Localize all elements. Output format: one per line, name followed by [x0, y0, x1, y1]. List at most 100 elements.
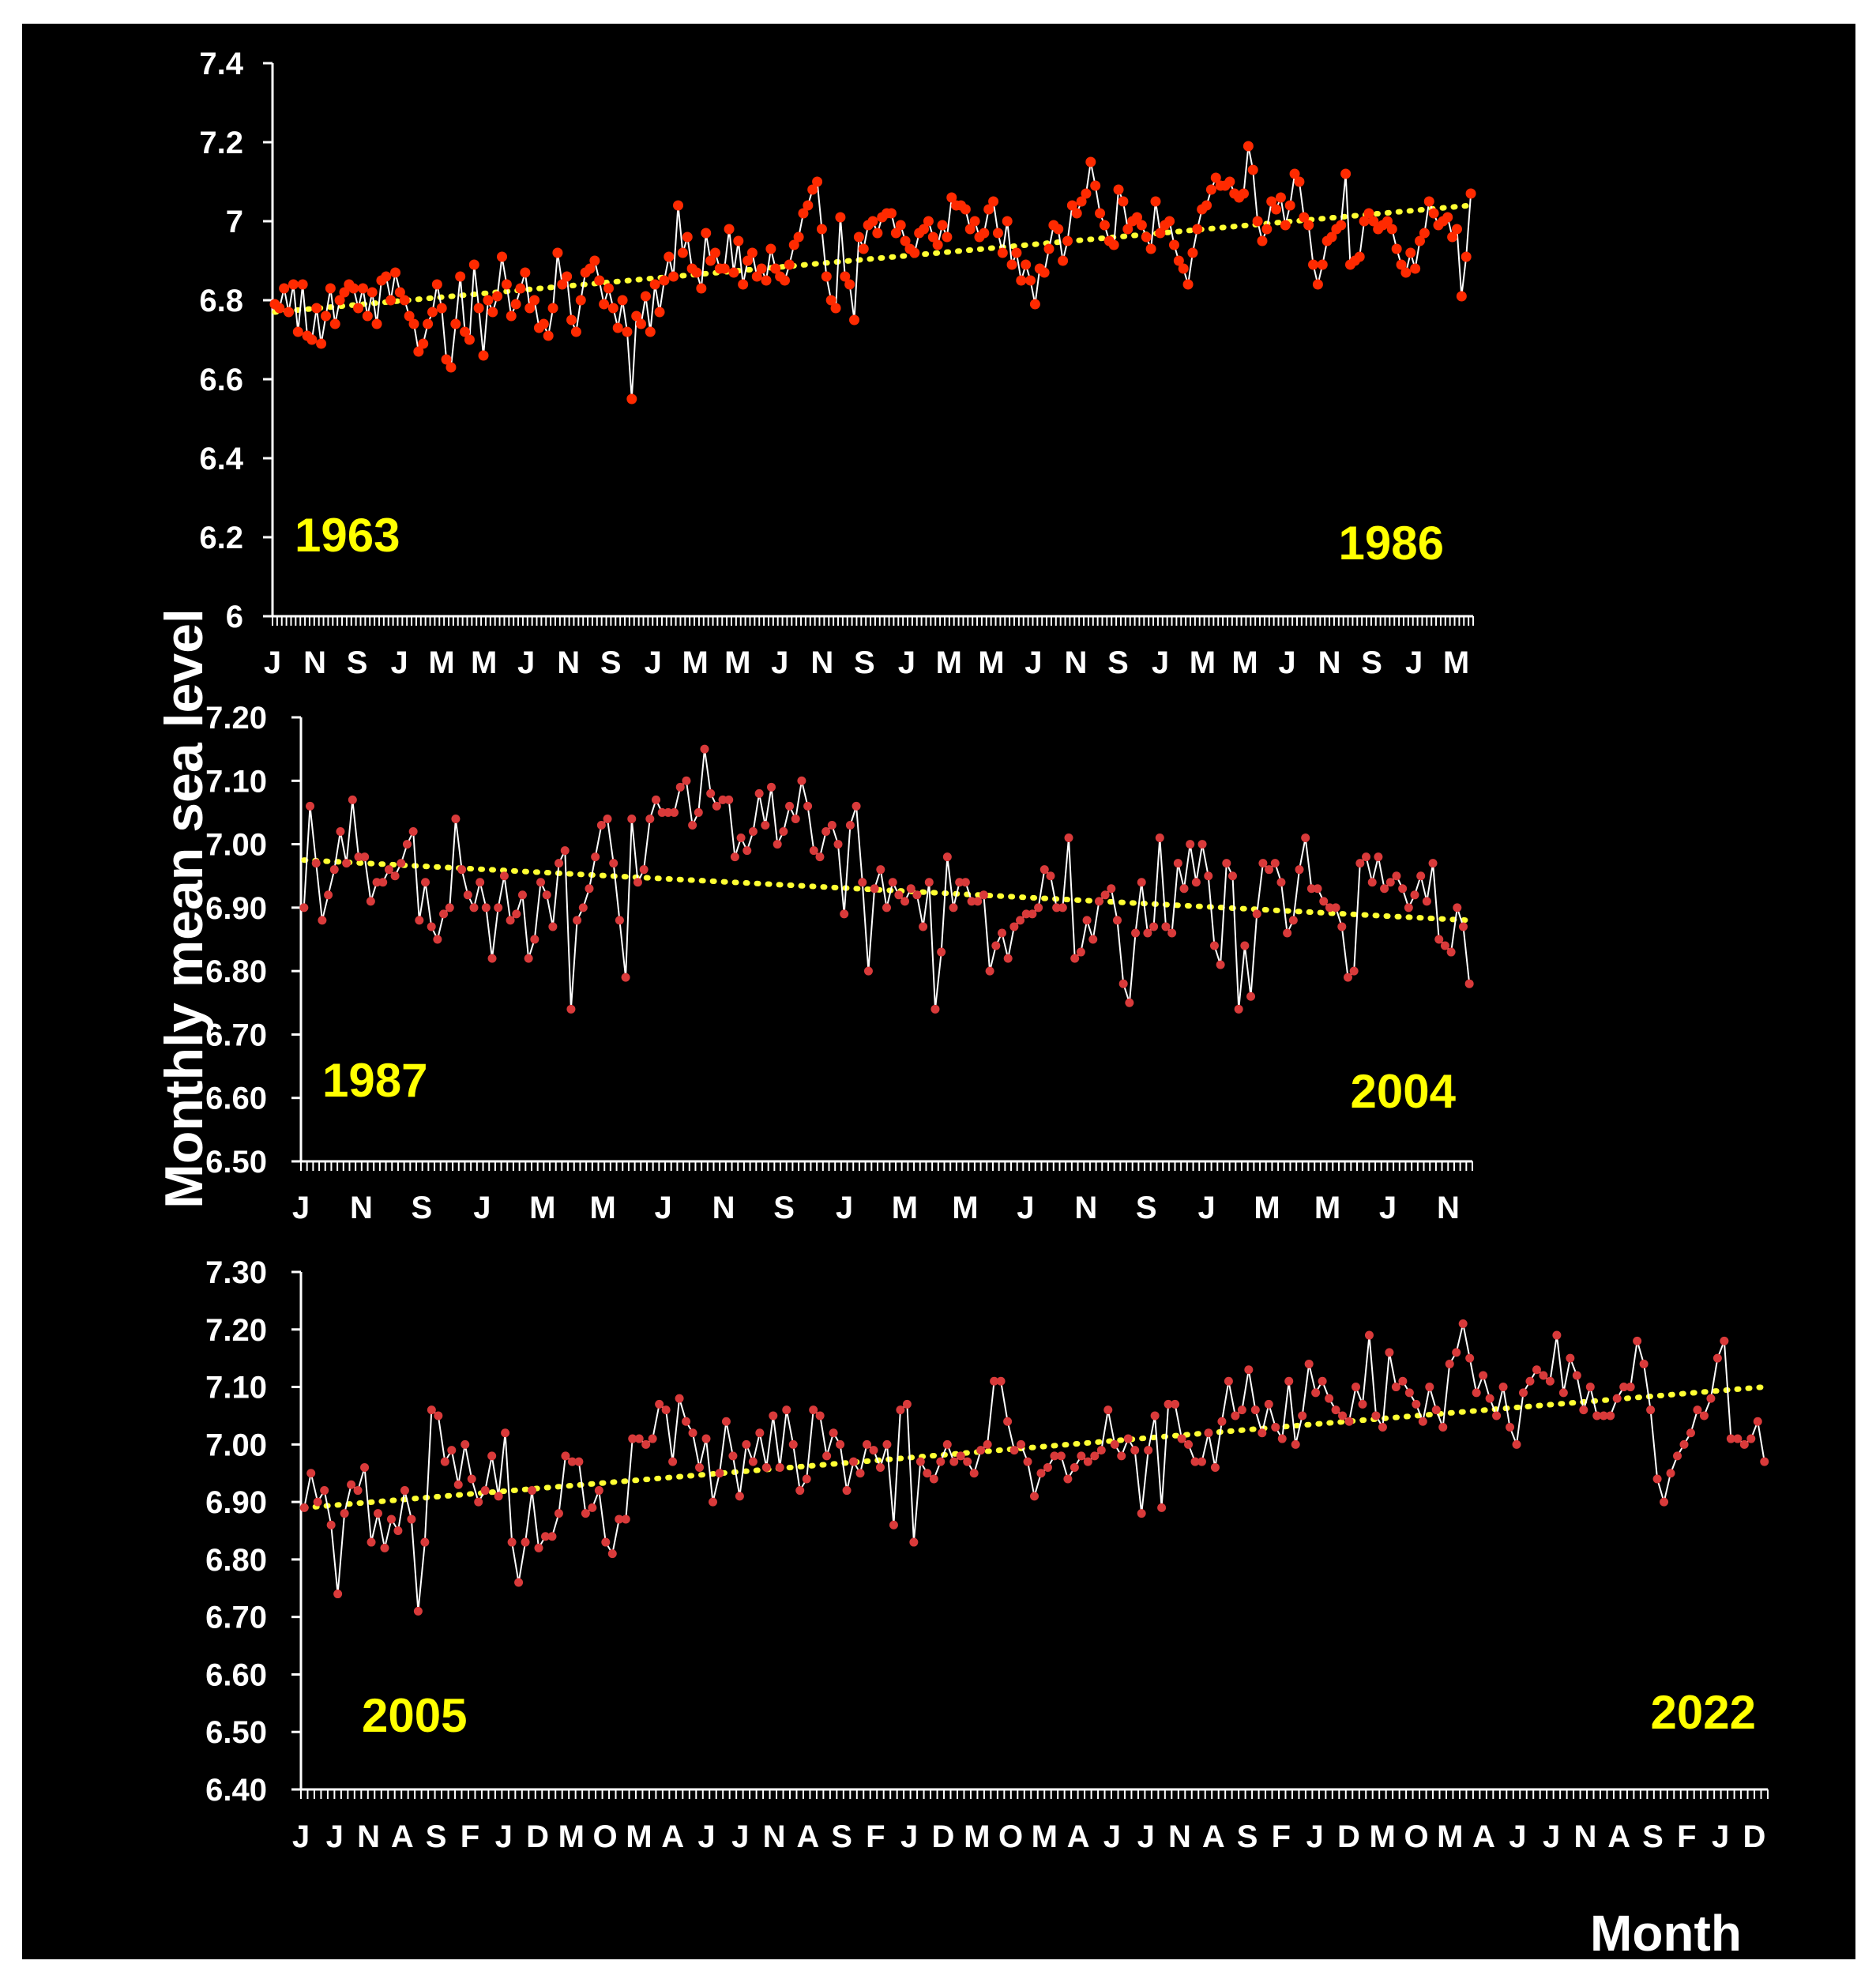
x-tick-label: J — [836, 1191, 853, 1225]
x-tick-label: D — [1743, 1819, 1765, 1854]
data-point — [1592, 1411, 1602, 1420]
data-point — [1295, 865, 1304, 875]
x-tick-label: M — [428, 645, 454, 680]
x-tick-label: J — [292, 1819, 310, 1854]
data-point — [585, 263, 596, 274]
data-point — [996, 1376, 1006, 1386]
x-tick-label: N — [763, 1819, 786, 1854]
data-point — [909, 1537, 919, 1547]
chart-frame: Monthly mean sea level Month 7.4 7.2 7 6.8 6… — [22, 24, 1855, 1962]
x-tick-label: J — [1509, 1819, 1526, 1854]
data-point — [1304, 1359, 1314, 1368]
data-point — [765, 243, 776, 254]
data-point — [719, 263, 730, 274]
data-point — [542, 890, 551, 900]
data-point — [336, 827, 345, 837]
start-year-label: 2005 — [362, 1689, 467, 1742]
data-point — [311, 859, 321, 868]
x-tick-label: S — [426, 1819, 447, 1854]
data-point — [825, 295, 836, 306]
data-point — [552, 247, 563, 258]
data-point — [324, 890, 333, 900]
data-point — [439, 909, 449, 919]
data-point — [524, 954, 533, 963]
data-point — [855, 1469, 865, 1478]
y-tick-label: 7.10 — [205, 764, 267, 799]
x-tick-label: J — [898, 645, 915, 680]
data-point — [1612, 1394, 1622, 1403]
data-point — [1238, 188, 1249, 199]
x-tick-label: J — [655, 1191, 672, 1225]
data-point — [1258, 1428, 1267, 1438]
data-point — [1095, 208, 1106, 219]
data-point — [1358, 1399, 1367, 1409]
x-tick-label: M — [529, 1191, 555, 1225]
y-tick-label: 6.90 — [205, 891, 267, 926]
data-point — [434, 1411, 443, 1420]
data-point — [1760, 1457, 1769, 1466]
x-tick-label: M — [978, 645, 1004, 680]
x-tick-label: F — [866, 1819, 885, 1854]
data-point — [1419, 228, 1430, 239]
data-point — [728, 1451, 738, 1461]
data-point — [306, 801, 315, 811]
data-point — [761, 820, 770, 830]
data-point — [1240, 941, 1250, 950]
data-point — [1660, 1497, 1669, 1507]
data-point — [1367, 878, 1377, 887]
data-point — [1479, 1371, 1488, 1380]
data-point — [942, 231, 953, 243]
data-point — [347, 1480, 356, 1489]
data-point — [900, 235, 911, 246]
data-point — [1096, 1446, 1106, 1455]
x-tick-label: M — [558, 1819, 585, 1854]
data-point — [821, 827, 831, 837]
data-point — [1720, 1336, 1729, 1345]
data-point — [1746, 1434, 1756, 1443]
data-point — [601, 1537, 611, 1547]
data-point — [1385, 1348, 1394, 1357]
data-point — [835, 212, 846, 223]
data-point — [1252, 216, 1263, 227]
data-point — [390, 871, 400, 881]
data-point — [594, 1486, 603, 1496]
data-point — [1336, 220, 1347, 231]
data-point — [433, 935, 442, 944]
data-point — [1666, 1469, 1675, 1478]
data-point — [487, 307, 498, 318]
data-point — [1492, 1411, 1502, 1420]
data-point — [1331, 903, 1340, 912]
data-point — [1209, 941, 1219, 950]
data-point — [708, 1497, 717, 1507]
data-point — [827, 820, 836, 830]
data-point — [983, 1439, 992, 1449]
y-tick-label: 6.70 — [205, 1018, 267, 1052]
data-point — [636, 318, 647, 329]
y-tick-label: 6.70 — [205, 1601, 267, 1635]
end-year-label: 1986 — [1339, 517, 1444, 570]
data-point — [279, 283, 290, 294]
data-point — [1224, 1376, 1233, 1386]
data-point — [1070, 954, 1080, 963]
data-point — [1155, 228, 1166, 239]
data-point — [1178, 263, 1189, 274]
data-point — [413, 346, 424, 357]
data-point — [1191, 878, 1201, 887]
y-tick-label: 7.4 — [199, 47, 243, 81]
data-point — [1391, 243, 1402, 254]
data-point — [858, 878, 867, 887]
data-point — [1107, 884, 1116, 894]
data-point — [1362, 852, 1371, 862]
data-point — [1355, 859, 1365, 868]
data-point — [1378, 1423, 1387, 1432]
data-point — [649, 279, 660, 290]
data-point — [733, 235, 744, 246]
data-point — [1712, 1353, 1722, 1363]
data-point — [1396, 259, 1407, 270]
data-point — [384, 865, 393, 875]
x-axis-label: Month — [1590, 1905, 1742, 1962]
data-point — [1036, 1469, 1046, 1478]
data-point — [339, 287, 350, 298]
data-point — [845, 820, 855, 830]
data-point — [779, 275, 790, 286]
